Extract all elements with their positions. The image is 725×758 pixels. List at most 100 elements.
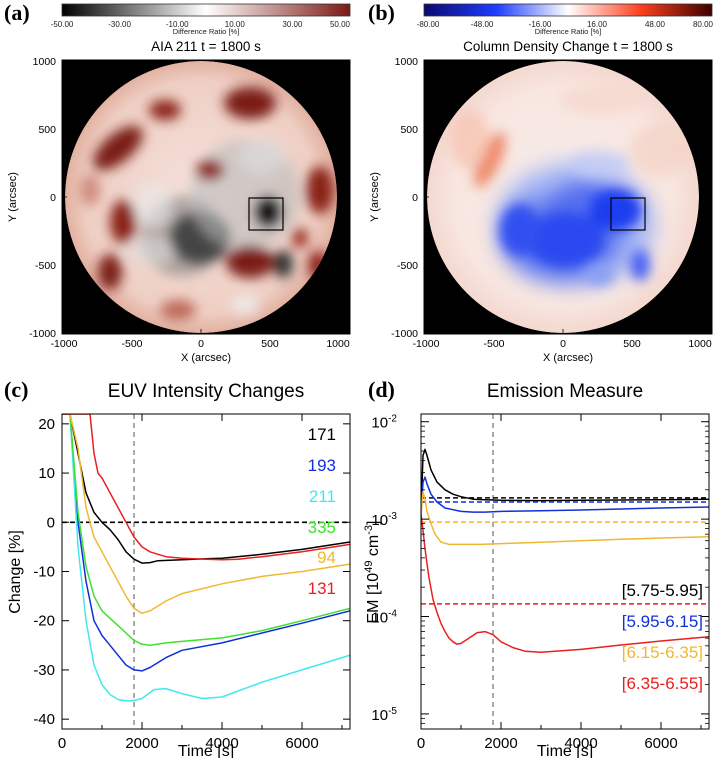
panel-b-tickmarks	[424, 60, 701, 334]
panel-a-roi-box	[248, 197, 284, 231]
panel-d-tickmarks	[420, 414, 709, 729]
panel-b-label: (b)	[368, 0, 395, 25]
x-tick-label: 6000	[285, 735, 318, 752]
panel-b-yticklabels: 1000 500 0 -500 -1000	[391, 56, 418, 340]
panel-a-title: AIA 211 t = 1800 s	[151, 39, 261, 54]
panel-c: (c) EUV Intensity Changes 0 2000 4000 60…	[4, 377, 351, 758]
x-tick-label: -500	[483, 338, 504, 350]
x-tick-label: 1000	[326, 338, 350, 350]
y-tick-label: 1000	[33, 56, 57, 68]
panel-b-colorbar-label: Difference Ratio [%]	[535, 27, 602, 36]
panel-a-colorbar-label: Difference Ratio [%]	[173, 27, 240, 36]
y-tick-label: -1000	[391, 328, 418, 340]
legend-193: 193	[308, 456, 336, 475]
y-tick-label: -20	[33, 613, 55, 630]
panel-d-legend: [5.75-5.95] [5.95-6.15] [6.15-6.35] [6.3…	[622, 581, 703, 693]
x-tick-label: 0	[560, 338, 566, 350]
panel-d-xlabel: Time [s]	[537, 743, 593, 758]
y-tick-label: 10-3	[371, 511, 397, 529]
y-tick-label: 500	[38, 124, 56, 136]
panel-a-label: (a)	[4, 0, 30, 25]
y-tick-label: -1000	[29, 328, 56, 340]
panel-c-ylabel: Change [%]	[7, 530, 24, 614]
cbar-tick: 80.00	[693, 20, 714, 29]
series-line-[5.95-6.15]	[421, 476, 709, 516]
cbar-tick: -50.00	[51, 20, 74, 29]
panel-a-ylabel: Y (arcsec)	[7, 172, 19, 222]
panel-d-title: Emission Measure	[487, 381, 643, 402]
panel-a-colorbar	[61, 3, 351, 17]
y-tick-label: -500	[397, 260, 418, 272]
legend-211: 211	[309, 487, 336, 506]
cbar-tick: 10.00	[225, 20, 246, 29]
panel-d-ylabel: EM [1049 cm-3]	[363, 521, 382, 624]
y-tick-label: 1000	[395, 56, 419, 68]
legend-6.15-6.35: [6.15-6.35]	[622, 643, 703, 662]
panel-a-yticklabels: 1000 500 0 -500 -1000	[29, 56, 56, 340]
panel-b: (b) -80.00 -48.00 -16.00 16.00 48.00 80.…	[368, 0, 714, 364]
legend-5.95-6.15: [5.95-6.15]	[622, 612, 703, 631]
series-line-193	[62, 414, 350, 672]
cbar-tick: 48.00	[645, 20, 666, 29]
x-tick-label: 1000	[688, 338, 712, 350]
x-tick-label: -500	[121, 338, 142, 350]
x-tick-label: 0	[198, 338, 204, 350]
x-tick-label: 0	[417, 735, 425, 752]
cbar-tick: 30.00	[282, 20, 303, 29]
y-tick-label: 0	[47, 514, 55, 531]
series-line-[6.15-6.35]	[421, 491, 709, 546]
x-tick-label: -1000	[51, 338, 78, 350]
y-tick-label: 0	[50, 192, 56, 204]
panel-c-xticklabels: 0 2000 4000 6000	[58, 735, 319, 752]
y-tick-label: -40	[33, 711, 55, 728]
legend-171: 171	[308, 425, 336, 444]
panel-b-colorbar-ticks: -80.00 -48.00 -16.00 16.00 48.00 80.00	[417, 20, 714, 29]
x-tick-label: 500	[261, 338, 279, 350]
y-tick-label: 0	[412, 192, 418, 204]
y-tick-label: -30	[33, 662, 55, 679]
panel-b-ylabel: Y (arcsec)	[369, 172, 381, 222]
series-line-335	[62, 414, 350, 647]
panel-d-lines	[421, 448, 709, 653]
panel-a-xticklabels: -1000 -500 0 500 1000	[51, 338, 350, 350]
panel-b-roi-box	[610, 197, 646, 231]
x-tick-label: 2000	[484, 735, 517, 752]
y-tick-label: 20	[38, 416, 55, 433]
panel-c-xlabel: Time [s]	[178, 743, 234, 758]
panel-c-title: EUV Intensity Changes	[108, 381, 304, 402]
series-line-[5.75-5.95]	[421, 448, 709, 516]
panel-b-solar-disk	[427, 61, 699, 333]
panel-c-tickmarks	[61, 414, 350, 729]
cbar-tick: 16.00	[587, 20, 608, 29]
cbar-tick: -80.00	[417, 20, 440, 29]
cbar-tick: 50.00	[330, 20, 351, 29]
cbar-tick: -48.00	[471, 20, 494, 29]
panel-c-lines	[62, 414, 350, 702]
cbar-tick: -30.00	[108, 20, 131, 29]
x-tick-label: 2000	[125, 735, 158, 752]
x-tick-label: 0	[58, 735, 66, 752]
series-line-[6.35-6.55]	[421, 514, 709, 653]
x-tick-label: 500	[623, 338, 641, 350]
panel-a-xlabel: X (arcsec)	[181, 352, 231, 364]
panel-b-xticklabels: -1000 -500 0 500 1000	[413, 338, 712, 350]
y-tick-label: -500	[35, 260, 56, 272]
legend-94: 94	[317, 548, 336, 567]
y-tick-label: -10	[33, 564, 55, 581]
panel-c-label: (c)	[4, 377, 28, 402]
panel-a-colorbar-ticks: -50.00 -30.00 -10.00 10.00 30.00 50.00	[51, 20, 351, 29]
panel-d-yticklabels: 10-2 10-3 10-4 10-5	[371, 414, 397, 724]
legend-335: 335	[308, 518, 336, 537]
x-tick-label: -1000	[413, 338, 440, 350]
y-tick-label: 500	[400, 124, 418, 136]
cbar-tick: -10.00	[166, 20, 189, 29]
panel-a-solar-disk	[65, 61, 337, 333]
series-line-131	[62, 414, 350, 561]
panel-d-frame	[420, 413, 710, 730]
panel-c-guides	[62, 414, 350, 729]
panel-a-tickmarks	[62, 60, 339, 334]
x-tick-label: 4000	[564, 735, 597, 752]
x-tick-label: 4000	[205, 735, 238, 752]
series-line-94	[62, 414, 350, 615]
panel-d-xticklabels: 0 2000 4000 6000	[417, 735, 678, 752]
